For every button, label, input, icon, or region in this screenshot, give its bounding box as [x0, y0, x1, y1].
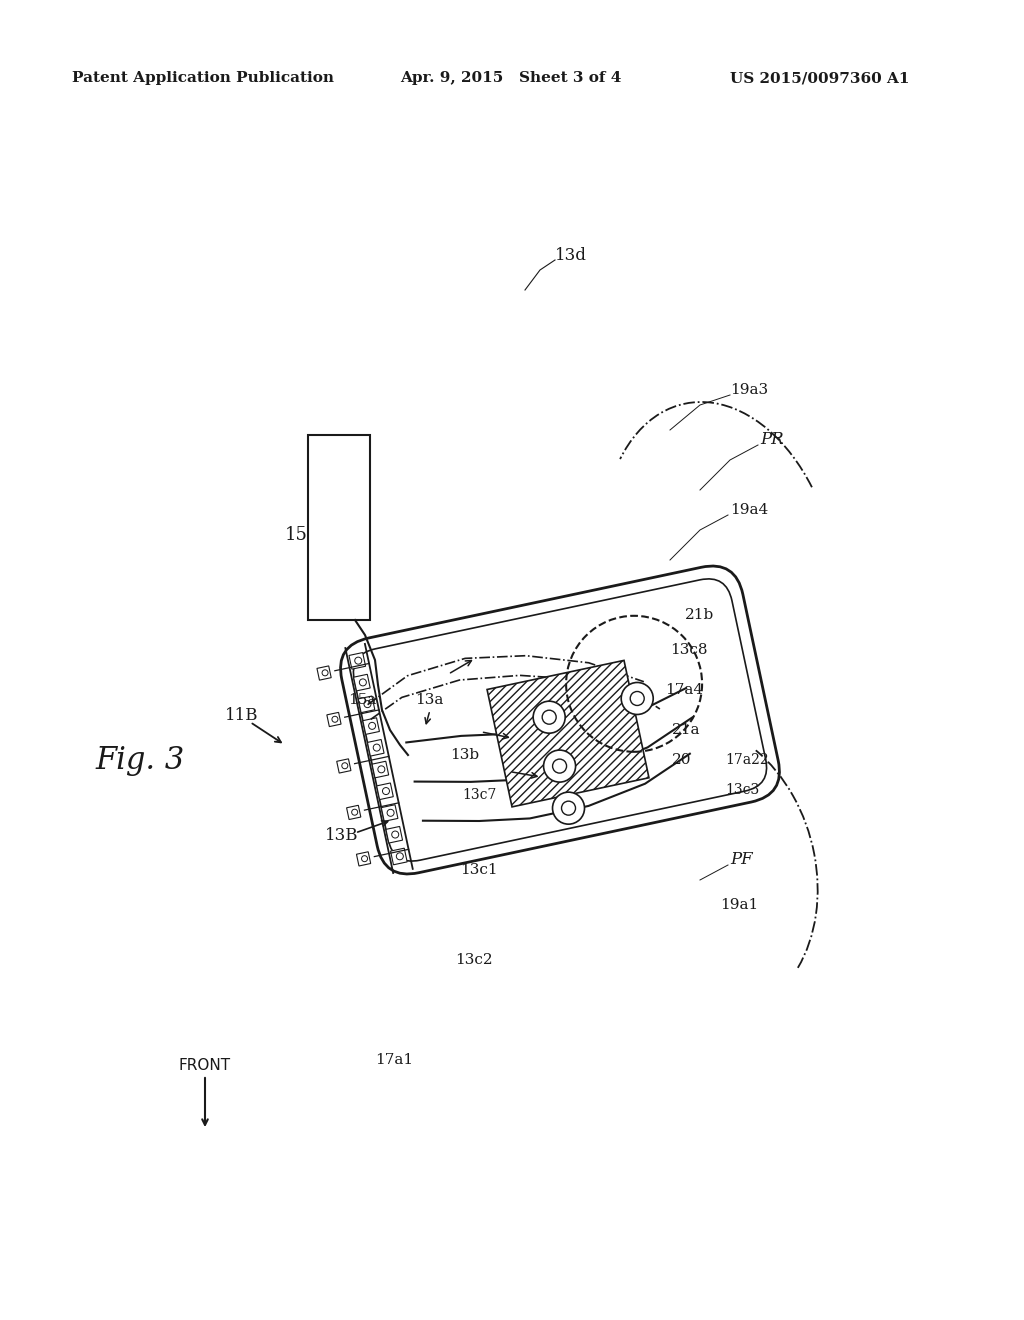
Text: 13c8: 13c8 — [670, 643, 708, 657]
Circle shape — [542, 710, 556, 725]
Bar — [349, 652, 366, 669]
Text: Apr. 9, 2015   Sheet 3 of 4: Apr. 9, 2015 Sheet 3 of 4 — [400, 71, 622, 84]
Text: 13a: 13a — [415, 693, 443, 708]
Circle shape — [622, 682, 653, 714]
Bar — [368, 739, 384, 756]
Text: 19a1: 19a1 — [720, 898, 758, 912]
Text: 20: 20 — [672, 752, 691, 767]
Text: PF: PF — [730, 851, 753, 869]
Text: 17a1: 17a1 — [375, 1053, 413, 1067]
Circle shape — [630, 692, 644, 705]
Text: US 2015/0097360 A1: US 2015/0097360 A1 — [730, 71, 909, 84]
Text: 13B: 13B — [325, 826, 358, 843]
Bar — [327, 713, 341, 726]
Circle shape — [332, 717, 338, 722]
Circle shape — [323, 669, 328, 676]
Text: FRONT: FRONT — [179, 1057, 231, 1072]
Circle shape — [383, 788, 389, 795]
Text: 13b: 13b — [450, 748, 479, 762]
Circle shape — [544, 750, 575, 781]
Bar — [390, 849, 408, 865]
Text: 11B: 11B — [225, 706, 258, 723]
Bar — [353, 675, 371, 690]
Circle shape — [359, 678, 367, 686]
Circle shape — [361, 855, 368, 862]
Circle shape — [342, 763, 348, 768]
FancyBboxPatch shape — [341, 566, 779, 874]
Text: Patent Application Publication: Patent Application Publication — [72, 71, 334, 84]
Bar — [346, 805, 360, 820]
Text: 13c2: 13c2 — [455, 953, 493, 968]
Circle shape — [396, 853, 403, 859]
Bar — [362, 718, 380, 734]
Text: PR: PR — [760, 432, 783, 449]
Bar — [317, 665, 331, 680]
Bar — [356, 851, 371, 866]
Circle shape — [534, 701, 565, 733]
Bar — [381, 805, 398, 821]
Text: 19a3: 19a3 — [730, 383, 768, 397]
Circle shape — [378, 766, 385, 772]
Circle shape — [553, 759, 566, 774]
Circle shape — [553, 792, 585, 824]
Text: 17a22: 17a22 — [725, 752, 769, 767]
Text: 15: 15 — [285, 525, 308, 544]
Text: 13c7: 13c7 — [462, 788, 497, 803]
Bar — [372, 762, 389, 777]
Text: 13c1: 13c1 — [460, 863, 498, 876]
Text: 15a: 15a — [348, 693, 377, 708]
Circle shape — [373, 744, 380, 751]
Bar — [337, 759, 351, 774]
Circle shape — [354, 657, 361, 664]
Bar — [487, 660, 649, 807]
Bar — [358, 696, 375, 713]
Text: 17a4: 17a4 — [665, 682, 703, 697]
Text: 13c3: 13c3 — [725, 783, 759, 797]
Text: 21b: 21b — [685, 609, 715, 622]
Text: 21a: 21a — [672, 723, 700, 737]
Circle shape — [561, 801, 575, 816]
Circle shape — [369, 722, 376, 730]
Circle shape — [387, 809, 394, 816]
Bar — [386, 826, 402, 843]
Circle shape — [364, 701, 371, 708]
Text: Fig. 3: Fig. 3 — [95, 744, 184, 776]
Circle shape — [392, 832, 398, 838]
Circle shape — [351, 809, 357, 816]
Text: 19a4: 19a4 — [730, 503, 768, 517]
Bar — [308, 436, 370, 620]
Text: 13d: 13d — [555, 247, 587, 264]
Bar — [377, 783, 393, 800]
